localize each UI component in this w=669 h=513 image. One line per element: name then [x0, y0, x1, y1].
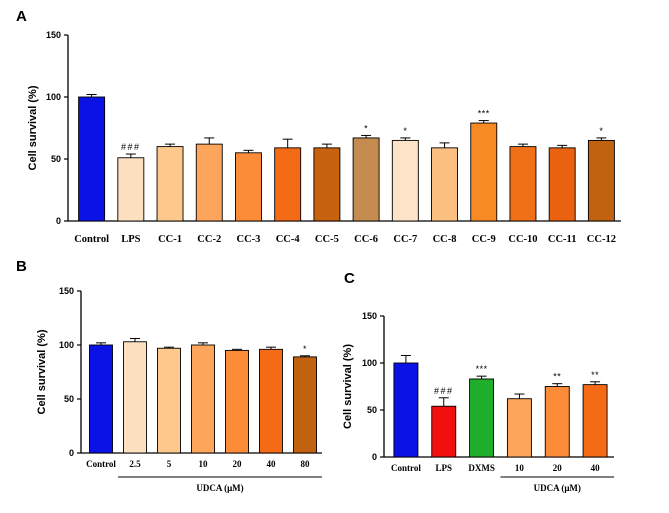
x-tick-label: CC-9 [472, 234, 496, 245]
x-tick-label: Control [391, 463, 421, 473]
significance-marker: ### [121, 142, 141, 152]
significance-marker: * [599, 126, 603, 136]
significance-marker: * [303, 344, 307, 354]
bar-cc-7 [391, 139, 419, 222]
significance-marker: *** [476, 364, 488, 374]
x-tick-label: Control [74, 234, 109, 245]
y-tick-label: 50 [51, 154, 61, 164]
y-tick-label: 100 [46, 92, 61, 102]
x-tick-label: CC-2 [197, 234, 221, 245]
bar-10 [506, 398, 532, 458]
bar-20 [544, 386, 570, 458]
x-tick-label: 5 [167, 459, 172, 469]
significance-marker: ** [591, 370, 599, 380]
bar-40 [259, 348, 283, 454]
group-label: UDCA (μM) [196, 483, 243, 493]
y-tick-label: 150 [46, 30, 61, 40]
y-axis-label: Cell survival (%) [36, 329, 48, 414]
significance-marker: ** [553, 372, 561, 382]
x-tick-label: LPS [435, 463, 452, 473]
bar-cc-11 [548, 147, 576, 222]
bar-20 [225, 349, 249, 454]
y-tick-label: 0 [69, 448, 74, 458]
y-tick-label: 0 [56, 216, 61, 226]
x-tick-label: 10 [515, 463, 525, 473]
x-tick-label: 20 [233, 459, 243, 469]
bar-lps [117, 157, 145, 222]
x-tick-label: CC-6 [354, 234, 378, 245]
panel-label-a: A [16, 8, 27, 25]
y-tick-label: 100 [362, 358, 377, 368]
chart-a: 0 50 100 150 Cell survival (%) Control ### LPS C… [27, 30, 621, 245]
bar-40 [582, 384, 608, 458]
bar-cc-9 [470, 122, 498, 222]
significance-marker: * [403, 126, 407, 136]
panel-label-b: B [16, 258, 27, 275]
bar-control [78, 96, 106, 222]
bar-10 [191, 344, 215, 454]
x-tick-label: CC-3 [237, 234, 261, 245]
y-axis-label: Cell survival (%) [27, 85, 39, 170]
y-tick-label: 50 [64, 394, 74, 404]
panel-label-c: C [344, 270, 355, 287]
significance-marker: * [364, 123, 368, 133]
bar-cc-1 [156, 146, 184, 222]
y-tick-label: 50 [367, 405, 377, 415]
bar-5 [157, 347, 181, 454]
y-tick-label: 0 [372, 452, 377, 462]
significance-marker: ### [434, 386, 454, 396]
group-label: UDCA (μM) [534, 483, 581, 493]
x-tick-label: 10 [199, 459, 209, 469]
x-tick-label: Control [86, 459, 116, 469]
bar-cc-2 [195, 143, 223, 222]
significance-marker: *** [478, 109, 490, 119]
x-tick-label: CC-11 [548, 234, 577, 245]
x-tick-label: 20 [553, 463, 563, 473]
y-tick-label: 150 [362, 311, 377, 321]
x-tick-label: 2.5 [129, 459, 141, 469]
y-axis-label: Cell survival (%) [342, 344, 354, 429]
bar-2-5 [123, 341, 147, 454]
bar-control [393, 362, 419, 458]
bar-cc-12 [587, 139, 615, 222]
bar-cc-6 [352, 137, 380, 222]
bar-lps [431, 405, 457, 458]
bar-cc-8 [431, 147, 458, 222]
x-tick-label: CC-5 [315, 234, 339, 245]
x-tick-label: 40 [591, 463, 601, 473]
bar-cc-3 [235, 152, 262, 222]
bar-80 [293, 356, 317, 454]
x-tick-label: CC-8 [433, 234, 457, 245]
x-tick-label: CC-7 [393, 234, 417, 245]
y-tick-label: 100 [59, 340, 74, 350]
x-tick-label: CC-12 [587, 234, 616, 245]
x-tick-label: DXMS [468, 463, 495, 473]
x-tick-label: CC-1 [158, 234, 182, 245]
chart-b: 0 50 100 150 Cell survival (%) Control 2.5 5 10 2… [36, 286, 322, 493]
bar-cc-4 [274, 147, 302, 222]
x-tick-label: 80 [301, 459, 311, 469]
y-tick-label: 150 [59, 286, 74, 296]
chart-c: 0 50 100 150 Cell survival (%) Control ### LPS *… [342, 311, 614, 493]
bar-dxms [469, 378, 495, 458]
x-tick-label: 40 [267, 459, 277, 469]
bar-control [89, 344, 113, 454]
x-tick-label: CC-10 [508, 234, 537, 245]
x-tick-label: LPS [121, 234, 140, 245]
bar-cc-10 [509, 146, 537, 222]
x-tick-label: CC-4 [276, 234, 301, 245]
bar-cc-5 [313, 147, 341, 222]
